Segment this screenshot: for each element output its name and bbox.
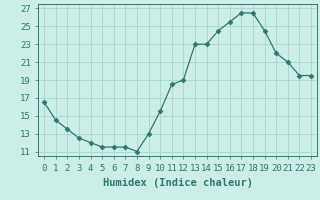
X-axis label: Humidex (Indice chaleur): Humidex (Indice chaleur): [103, 178, 252, 188]
